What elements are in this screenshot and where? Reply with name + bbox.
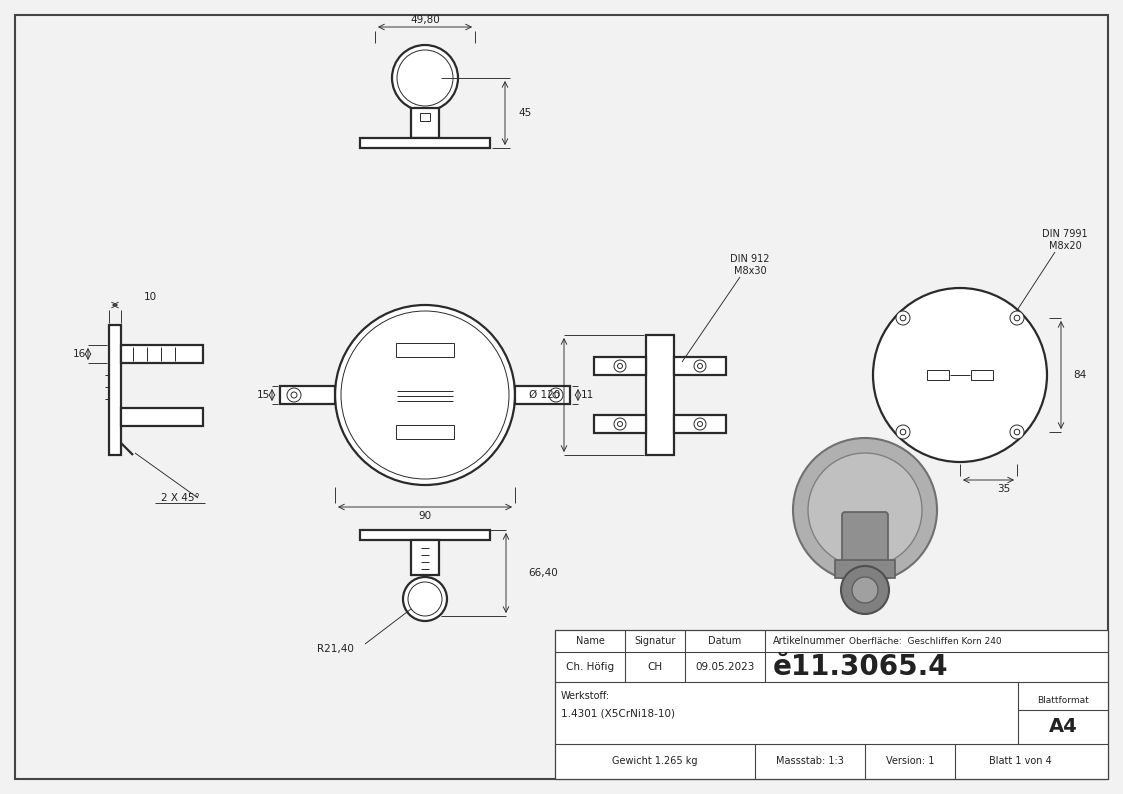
Circle shape <box>1014 315 1020 321</box>
Circle shape <box>614 418 626 430</box>
Text: 2 X 45°: 2 X 45° <box>161 493 200 503</box>
Circle shape <box>408 582 442 616</box>
Bar <box>121 408 203 426</box>
Circle shape <box>618 422 622 426</box>
Circle shape <box>896 311 910 325</box>
Text: Artikelnummer: Artikelnummer <box>773 636 846 646</box>
Text: 45: 45 <box>518 108 531 118</box>
Text: Name: Name <box>576 636 604 646</box>
Bar <box>926 370 949 380</box>
Bar <box>411 108 439 138</box>
Circle shape <box>553 392 559 398</box>
Text: 90: 90 <box>419 511 431 521</box>
Text: 11: 11 <box>581 390 594 400</box>
Circle shape <box>873 288 1047 462</box>
Circle shape <box>809 453 922 567</box>
Bar <box>109 325 121 455</box>
Circle shape <box>618 364 622 368</box>
Text: Gewicht 1.265 kg: Gewicht 1.265 kg <box>612 757 697 766</box>
Bar <box>646 335 674 455</box>
Circle shape <box>694 418 706 430</box>
Text: 49,80: 49,80 <box>410 15 440 25</box>
Circle shape <box>694 360 706 372</box>
Text: 66,40: 66,40 <box>528 568 558 578</box>
Text: A4: A4 <box>1049 718 1077 737</box>
Bar <box>674 415 725 433</box>
Circle shape <box>403 577 447 621</box>
Text: DIN 912
M8x30: DIN 912 M8x30 <box>730 254 769 276</box>
Circle shape <box>341 311 509 479</box>
Bar <box>674 357 725 375</box>
Text: 15: 15 <box>256 390 270 400</box>
Circle shape <box>549 388 563 402</box>
Circle shape <box>398 50 453 106</box>
Bar <box>121 345 203 363</box>
Text: 35: 35 <box>997 484 1010 494</box>
Circle shape <box>896 425 910 439</box>
Bar <box>280 386 335 404</box>
Circle shape <box>1010 311 1024 325</box>
Bar <box>594 415 646 433</box>
Bar <box>515 386 570 404</box>
Text: Werkstoff:: Werkstoff: <box>562 691 610 701</box>
Text: Ch. Höfig: Ch. Höfig <box>566 662 614 672</box>
Text: 09.05.2023: 09.05.2023 <box>695 662 755 672</box>
Bar <box>396 425 454 439</box>
Text: R21,40: R21,40 <box>317 644 354 654</box>
Circle shape <box>793 438 937 582</box>
Circle shape <box>901 430 906 435</box>
FancyBboxPatch shape <box>842 512 888 573</box>
Text: 84: 84 <box>1072 370 1086 380</box>
Text: Ø 120: Ø 120 <box>529 390 560 400</box>
Text: Blattformat: Blattformat <box>1038 696 1089 705</box>
Text: 10: 10 <box>144 292 156 302</box>
Circle shape <box>392 45 458 111</box>
Text: Massstab: 1:3: Massstab: 1:3 <box>776 757 844 766</box>
Circle shape <box>697 422 703 426</box>
Text: Version: 1: Version: 1 <box>886 757 934 766</box>
Text: DIN 7991
M8x20: DIN 7991 M8x20 <box>1042 229 1088 251</box>
Text: Oberfläche:  Geschliffen Korn 240: Oberfläche: Geschliffen Korn 240 <box>849 637 1002 646</box>
Circle shape <box>901 315 906 321</box>
Text: 16: 16 <box>72 349 85 359</box>
Text: ĕ11.3065.4: ĕ11.3065.4 <box>773 653 949 681</box>
Bar <box>420 113 430 121</box>
Bar <box>971 370 993 380</box>
Text: CH: CH <box>648 662 663 672</box>
Text: Blatt 1 von 4: Blatt 1 von 4 <box>988 757 1051 766</box>
Circle shape <box>1014 430 1020 435</box>
Bar <box>594 357 646 375</box>
Circle shape <box>852 577 878 603</box>
Circle shape <box>1010 425 1024 439</box>
Circle shape <box>841 566 889 614</box>
Bar <box>836 560 895 578</box>
Bar <box>360 530 490 540</box>
Text: 1.4301 (X5CrNi18-10): 1.4301 (X5CrNi18-10) <box>562 709 675 719</box>
Bar <box>411 540 439 575</box>
Circle shape <box>697 364 703 368</box>
Bar <box>555 630 1108 779</box>
Text: Signatur: Signatur <box>634 636 676 646</box>
Bar <box>396 343 454 357</box>
Circle shape <box>614 360 626 372</box>
Text: Datum: Datum <box>709 636 741 646</box>
Circle shape <box>291 392 296 398</box>
Bar <box>360 138 490 148</box>
Circle shape <box>335 305 515 485</box>
Circle shape <box>287 388 301 402</box>
